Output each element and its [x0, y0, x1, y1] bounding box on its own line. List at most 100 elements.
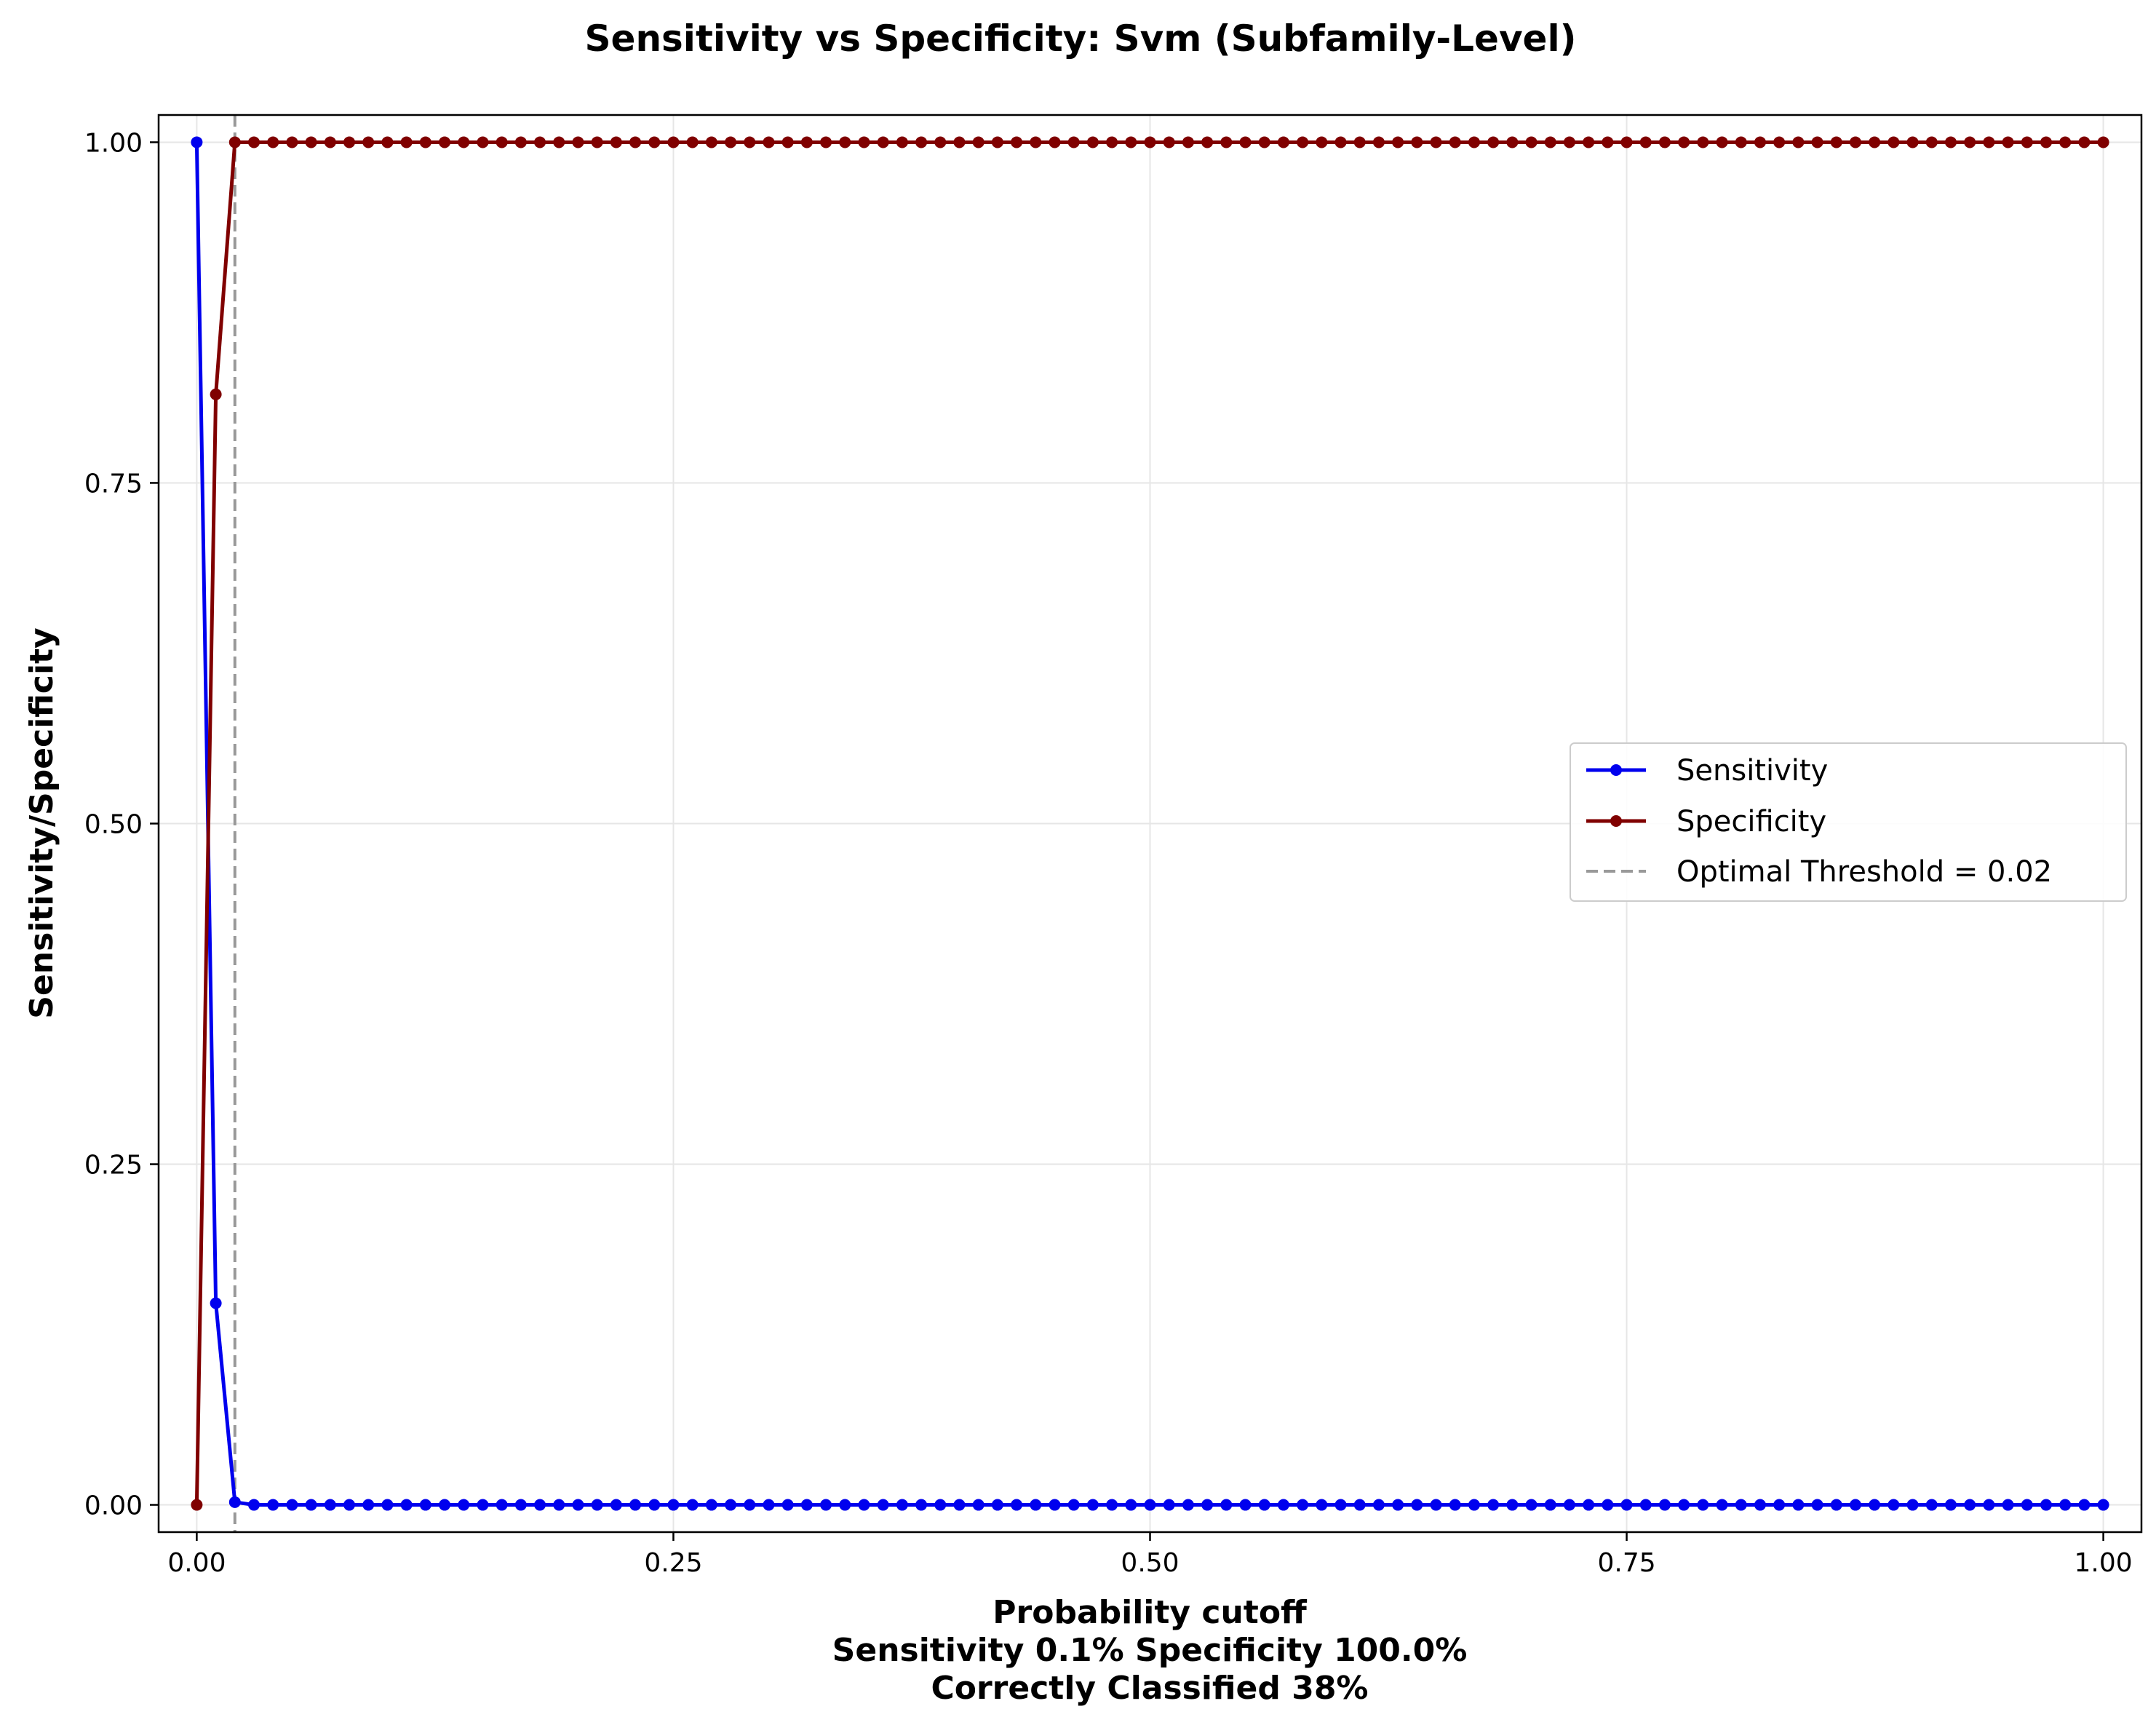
sensitivity-point: [419, 1499, 431, 1511]
specificity-point: [248, 136, 260, 148]
sensitivity-point: [1468, 1499, 1480, 1511]
sensitivity-point: [400, 1499, 413, 1511]
specificity-point: [953, 136, 966, 148]
sensitivity-point: [1182, 1499, 1194, 1511]
sensitivity-point: [191, 136, 203, 148]
specificity-point: [1639, 136, 1652, 148]
sensitivity-point: [763, 1499, 775, 1511]
specificity-point: [1411, 136, 1423, 148]
sensitivity-point: [1944, 1499, 1957, 1511]
specificity-point: [1297, 136, 1309, 148]
x-tick-label: 0.75: [1597, 1548, 1655, 1578]
specificity-point: [1964, 136, 1976, 148]
sensitivity-point: [1602, 1499, 1614, 1511]
specificity-point: [629, 136, 642, 148]
sensitivity-point: [1811, 1499, 1823, 1511]
sensitivity-point: [2078, 1499, 2091, 1511]
specificity-point: [1888, 136, 1900, 148]
sensitivity-point: [953, 1499, 966, 1511]
sensitivity-point: [1983, 1499, 1995, 1511]
sensitivity-point: [1792, 1499, 1805, 1511]
specificity-point: [1106, 136, 1118, 148]
sensitivity-point: [1239, 1499, 1252, 1511]
specificity-point: [1372, 136, 1385, 148]
specificity-point: [400, 136, 413, 148]
sensitivity-point: [343, 1499, 356, 1511]
specificity-point: [1792, 136, 1805, 148]
specificity-point: [1067, 136, 1080, 148]
sensitivity-point: [1201, 1499, 1214, 1511]
specificity-point: [1620, 136, 1633, 148]
specificity-point: [1735, 136, 1747, 148]
sensitivity-point: [610, 1499, 622, 1511]
specificity-point: [1182, 136, 1194, 148]
sensitivity-point: [534, 1499, 546, 1511]
series-layer: [191, 136, 2109, 1511]
sensitivity-point: [1106, 1499, 1118, 1511]
specificity-point: [572, 136, 584, 148]
sensitivity-point: [1430, 1499, 1442, 1511]
sensitivity-point: [477, 1499, 489, 1511]
sensitivity-point: [877, 1499, 889, 1511]
specificity-point: [1697, 136, 1709, 148]
specificity-point: [1925, 136, 1938, 148]
sensitivity-point: [267, 1499, 279, 1511]
specificity-point: [1049, 136, 1061, 148]
specificity-point: [934, 136, 947, 148]
specificity-point: [1525, 136, 1538, 148]
sensitivity-point: [1316, 1499, 1328, 1511]
sensitivity-point: [1163, 1499, 1175, 1511]
sensitivity-point: [629, 1499, 642, 1511]
sensitivity-point: [1735, 1499, 1747, 1511]
sensitivity-point: [1925, 1499, 1938, 1511]
specificity-point: [1353, 136, 1366, 148]
y-tick-label: 0.00: [84, 1491, 143, 1521]
specificity-point: [1449, 136, 1461, 148]
sensitivity-point: [210, 1297, 222, 1309]
sensitivity-point: [686, 1499, 699, 1511]
specificity-point: [686, 136, 699, 148]
sensitivity-point: [820, 1499, 832, 1511]
specificity-point: [477, 136, 489, 148]
x-axis-sublabel-metrics: Sensitivity 0.1% Specificity 100.0%: [832, 1632, 1468, 1669]
specificity-point: [1125, 136, 1137, 148]
specificity-point: [1086, 136, 1099, 148]
specificity-point: [1811, 136, 1823, 148]
sensitivity-point: [667, 1499, 680, 1511]
specificity-point: [2097, 136, 2109, 148]
sensitivity-point: [1125, 1499, 1137, 1511]
specificity-point: [763, 136, 775, 148]
specificity-point: [1506, 136, 1519, 148]
sensitivity-point: [2021, 1499, 2033, 1511]
sensitivity-point: [648, 1499, 661, 1511]
sensitivity-point: [1334, 1499, 1347, 1511]
specificity-point: [1754, 136, 1766, 148]
specificity-point: [381, 136, 394, 148]
legend: Sensitivity Specificity Optimal Threshol…: [1570, 742, 2127, 902]
specificity-point: [591, 136, 603, 148]
legend-marker-sensitivity: [1610, 764, 1622, 776]
specificity-point: [744, 136, 756, 148]
specificity-point: [1716, 136, 1728, 148]
specificity-point: [1849, 136, 1861, 148]
sensitivity-point: [1964, 1499, 1976, 1511]
specificity-point: [496, 136, 508, 148]
sensitivity-point: [1563, 1499, 1575, 1511]
specificity-point: [1869, 136, 1881, 148]
sensitivity-point: [725, 1499, 737, 1511]
specificity-point: [1658, 136, 1671, 148]
specificity-point: [877, 136, 889, 148]
sensitivity-point: [991, 1499, 1003, 1511]
sensitivity-point: [1906, 1499, 1919, 1511]
specificity-point: [1030, 136, 1042, 148]
specificity-point: [305, 136, 317, 148]
tick-layer: 0.00 0.25 0.50 0.75 1.00 0.00 0.25 0.50 0.75 1.00: [84, 128, 2133, 1578]
sensitivity-point: [2040, 1499, 2052, 1511]
specificity-point: [1316, 136, 1328, 148]
sensitivity-point: [800, 1499, 813, 1511]
specificity-point: [705, 136, 717, 148]
specificity-point: [210, 388, 222, 400]
sensitivity-point: [1849, 1499, 1861, 1511]
